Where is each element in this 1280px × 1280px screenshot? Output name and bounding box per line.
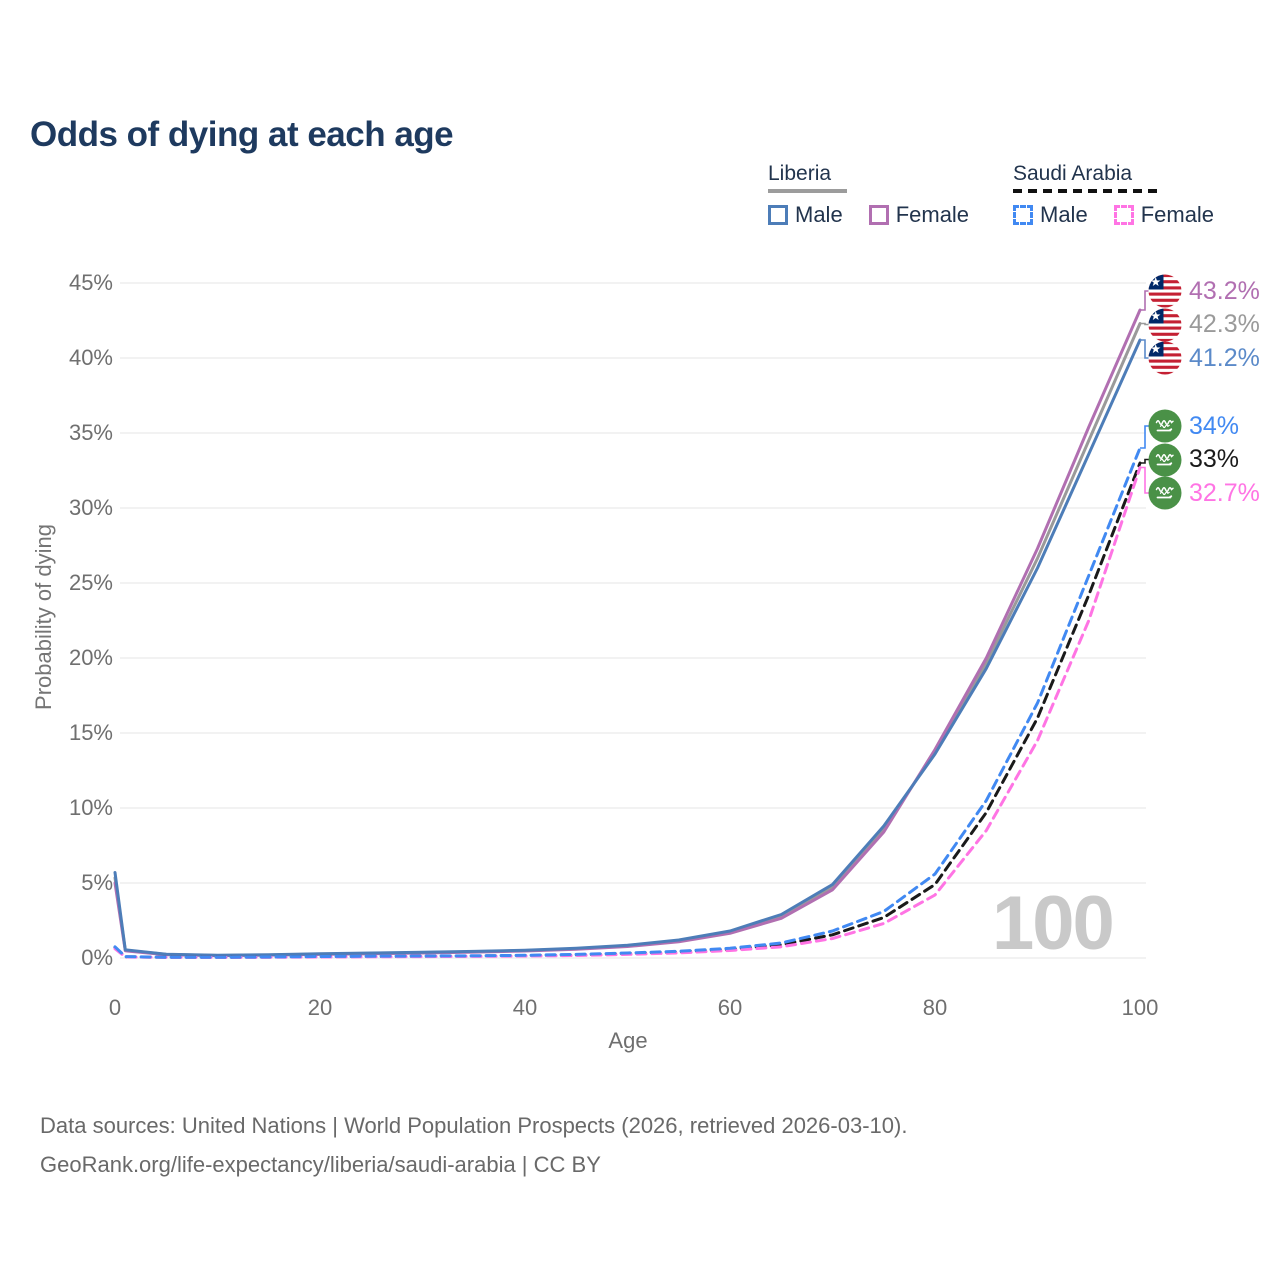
x-tick-label: 0 <box>108 995 122 1020</box>
y-tick-label: 45% <box>68 270 113 295</box>
y-tick-label: 10% <box>68 795 113 820</box>
end-value-label: 43.2% <box>1189 276 1260 305</box>
legend-country-liberia: Liberia <box>768 162 847 193</box>
x-axis-title: Age <box>608 1028 648 1053</box>
liberia-male-swatch-icon <box>768 205 788 225</box>
end-value-label: 41.2% <box>1189 343 1260 372</box>
data-sources-line: Data sources: United Nations | World Pop… <box>40 1113 908 1138</box>
y-tick-label: 25% <box>68 570 113 595</box>
x-tick-label: 40 <box>512 995 538 1020</box>
y-tick-label: 35% <box>68 420 113 445</box>
y-tick-label: 0% <box>81 945 113 970</box>
legend-item-liberia-male[interactable]: Male <box>768 202 843 228</box>
legend-country-liberia-label: Liberia <box>768 162 832 185</box>
end-annotation-liberia: 42.3% <box>1148 308 1260 342</box>
liberia-flag-icon <box>1148 341 1182 375</box>
y-tick-label: 20% <box>68 645 113 670</box>
end-annotation-saudi-arabia: 34% <box>1148 409 1239 443</box>
series-saudi-arabia-male <box>113 446 1142 959</box>
liberia-flag-icon <box>1148 274 1182 308</box>
legend-item-liberia-female[interactable]: Female <box>868 202 970 228</box>
age-watermark: 100 <box>992 881 1115 966</box>
legend-item-label: Male <box>1040 202 1088 227</box>
end-value-label: 34% <box>1189 411 1240 440</box>
legend-item-label: Female <box>1140 202 1215 227</box>
y-tick-label: 5% <box>81 870 113 895</box>
y-tick-label: 15% <box>68 720 113 745</box>
series-liberia-male <box>113 338 1142 957</box>
footer: Data sources: United Nations | World Pop… <box>40 1106 907 1184</box>
legend-country-saudi-arabia: Saudi Arabia <box>1013 162 1161 193</box>
saudi-arabia-flag-icon <box>1148 476 1182 510</box>
y-tick-label: 40% <box>68 345 113 370</box>
legend-item-saudi-male[interactable]: Male <box>1013 202 1088 228</box>
end-value-label: 42.3% <box>1189 310 1260 338</box>
series-saudi-arabia-female <box>113 466 1142 959</box>
legend-group-liberia: Liberia Male Female <box>768 162 969 228</box>
saudi-male-swatch-icon <box>1013 205 1033 225</box>
liberia-female-swatch-icon <box>868 205 889 225</box>
end-value-label: 33% <box>1189 445 1240 473</box>
end-value-label: 32.7% <box>1189 478 1260 507</box>
liberia-solid-line-sample <box>768 189 847 193</box>
saudi-arabia-flag-icon <box>1148 409 1182 443</box>
y-tick-label: 30% <box>68 495 113 520</box>
series-liberia-both <box>113 322 1142 957</box>
legend-item-label: Male <box>795 202 843 227</box>
end-annotation-saudi-arabia: 32.7% <box>1148 476 1260 510</box>
x-tick-label: 20 <box>307 995 333 1020</box>
legend-country-saudi-arabia-label: Saudi Arabia <box>1013 162 1133 185</box>
end-annotation-liberia: 43.2% <box>1148 274 1260 308</box>
saudi-arabia-flag-icon <box>1148 443 1182 476</box>
legend-group-saudi-arabia: Saudi Arabia Male Female <box>1013 162 1214 228</box>
legend-item-label: Female <box>895 202 970 227</box>
x-tick-label: 80 <box>922 995 948 1020</box>
end-annotation-saudi-arabia: 33% <box>1148 443 1239 477</box>
y-axis-title: Probability of dying <box>31 524 56 710</box>
page-title: Odds of dying at each age <box>30 115 454 155</box>
series-saudi-arabia-both <box>113 461 1142 959</box>
end-annotation-liberia: 41.2% <box>1148 341 1260 375</box>
attribution-line: GeoRank.org/life-expectancy/liberia/saud… <box>40 1152 601 1177</box>
saudi-arabia-dashed-line-sample <box>1013 189 1161 193</box>
series-liberia-female <box>113 308 1142 958</box>
x-tick-label: 100 <box>1121 995 1159 1020</box>
saudi-female-swatch-icon <box>1113 205 1134 225</box>
legend-item-saudi-female[interactable]: Female <box>1113 202 1215 228</box>
liberia-flag-icon <box>1148 308 1182 341</box>
x-tick-label: 60 <box>717 995 743 1020</box>
